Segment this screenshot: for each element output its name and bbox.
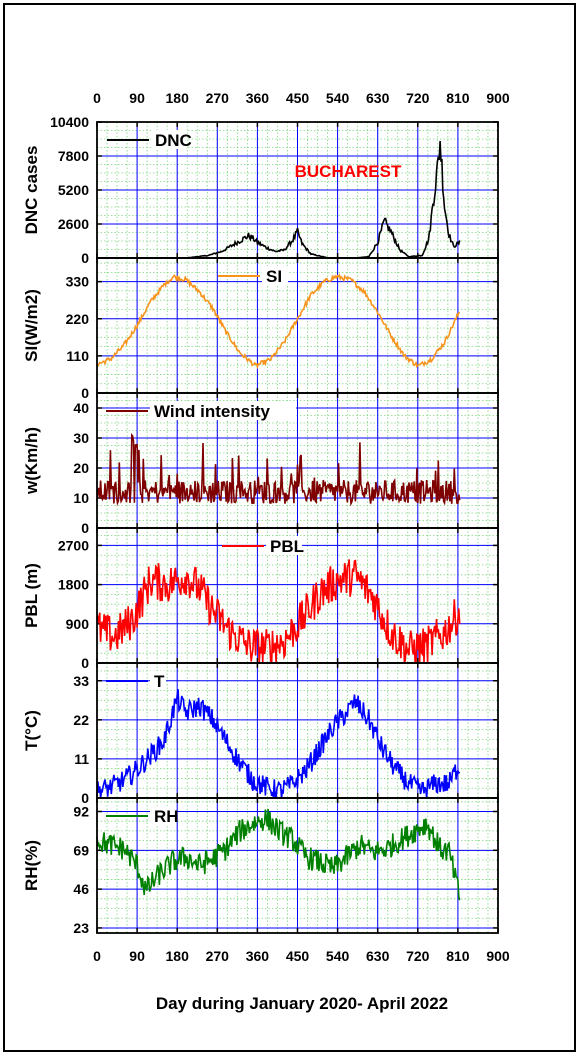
y-tick-label: 2700 [58, 537, 89, 553]
panel-si: 0 110 220 330 SI SI(W/m2) [22, 257, 499, 401]
y-axis-label: DNC cases [22, 146, 41, 235]
y-tick-label: 92 [73, 804, 89, 820]
location-label: BUCHAREST [295, 162, 402, 181]
y-tick-label: 10 [73, 490, 89, 506]
series-line-si [96, 273, 461, 370]
legend-rh: RH [106, 806, 179, 826]
panel-pbl: 0 900 1800 2700 PBL PBL (m) [22, 527, 499, 671]
y-tick-label: 220 [66, 311, 90, 327]
legend-bg [151, 130, 187, 149]
legend-label: PBL [270, 537, 304, 556]
y-axis-label: PBL (m) [22, 563, 41, 628]
y-tick-label: 0 [81, 655, 89, 671]
x-tick-top-720: 720 [406, 90, 430, 106]
x-tick-top-900: 900 [486, 90, 510, 106]
legend-bg [262, 266, 288, 285]
legend-dnc: DNC [107, 130, 192, 150]
y-tick-label: 46 [73, 881, 89, 897]
x-tick-bottom-90: 90 [129, 948, 145, 964]
y-tick-label: 40 [73, 400, 89, 416]
panel-frame [96, 797, 499, 934]
y-tick-label: 900 [66, 616, 90, 632]
legend-wind: Wind intensity [106, 401, 296, 421]
x-tick-top-270: 270 [206, 90, 230, 106]
y-tick-label: 2600 [58, 216, 89, 232]
y-tick-label: 11 [74, 751, 89, 767]
y-tick-label: 0 [81, 385, 89, 401]
panel-wind: 0 10 20 30 40 Wind intensity w(Km/h) [22, 392, 499, 536]
legend-bg [150, 671, 166, 690]
x-tick-bottom-630: 630 [366, 948, 390, 964]
series-line-rh [96, 808, 461, 901]
y-tick-label: 23 [73, 920, 89, 936]
y-axis-label: RH(%) [22, 840, 41, 891]
legend-label: RH [154, 807, 179, 826]
x-tick-top-630: 630 [366, 90, 390, 106]
y-tick-label: 0 [81, 790, 89, 806]
series-line-wind [96, 433, 461, 507]
legend-pbl: PBL [222, 536, 304, 556]
x-tick-top-450: 450 [286, 90, 310, 106]
y-axis-label: SI(W/m2) [22, 289, 41, 362]
x-tick-bottom-270: 270 [206, 948, 230, 964]
y-tick-label: 22 [73, 712, 89, 728]
series-line-pbl [96, 559, 461, 664]
x-tick-top-540: 540 [326, 90, 350, 106]
y-tick-label: 20 [73, 460, 89, 476]
legend-label: T [154, 672, 165, 691]
x-tick-bottom-900: 900 [486, 948, 510, 964]
x-tick-bottom-720: 720 [406, 948, 430, 964]
y-tick-label: 0 [81, 250, 89, 266]
y-tick-label: 30 [73, 430, 89, 446]
y-tick-label: 110 [66, 348, 89, 364]
y-tick-label: 0 [81, 520, 89, 536]
x-tick-top-180: 180 [166, 90, 190, 106]
x-tick-top-810: 810 [446, 90, 470, 106]
series-line-t [96, 689, 461, 799]
x-tick-top-0: 0 [93, 90, 101, 106]
x-axis-title: Day during January 2020- April 2022 [156, 994, 448, 1013]
figure-frame [3, 3, 576, 1052]
x-tick-bottom-180: 180 [166, 948, 190, 964]
y-tick-label: 7800 [58, 148, 89, 164]
x-tick-top-90: 90 [129, 90, 145, 106]
y-tick-label: 1800 [58, 577, 89, 593]
y-tick-label: 330 [66, 274, 90, 290]
y-tick-label: 10400 [50, 114, 89, 130]
y-tick-label: 69 [73, 842, 89, 858]
x-tick-bottom-810: 810 [446, 948, 470, 964]
panel-t: 0 11 22 33 T T(°C) [22, 662, 499, 806]
y-axis-label: w(Km/h) [22, 427, 41, 495]
series-line-dnc [97, 140, 461, 259]
panel-rh: 23 46 69 92 RH RH(%) [22, 797, 499, 936]
legend-t: T [106, 671, 166, 691]
legend-label: Wind intensity [154, 402, 271, 421]
y-tick-label: 5200 [58, 182, 89, 198]
x-tick-bottom-540: 540 [326, 948, 350, 964]
x-tick-bottom-360: 360 [246, 948, 270, 964]
legend-label: DNC [155, 131, 192, 150]
legend-bg [150, 806, 176, 825]
x-tick-top-360: 360 [246, 90, 270, 106]
x-tick-bottom-0: 0 [93, 948, 101, 964]
y-axis-label: T(°C) [22, 710, 41, 751]
legend-bg [150, 401, 296, 420]
y-tick-label: 33 [73, 673, 89, 689]
x-tick-bottom-450: 450 [286, 948, 310, 964]
legend-si: SI [218, 266, 288, 286]
panel-dnc: 0 2600 5200 7800 10400 DNC DNC cases [22, 114, 499, 266]
legend-bg [266, 536, 302, 555]
legend-label: SI [266, 267, 282, 286]
